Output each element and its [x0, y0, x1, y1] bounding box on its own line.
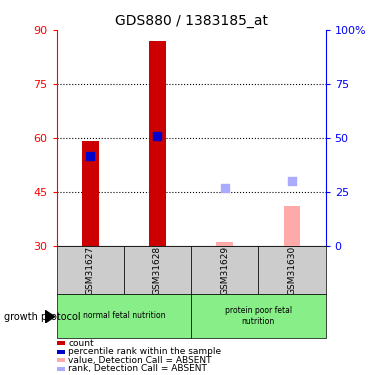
Bar	[191, 294, 326, 338]
Bar	[57, 246, 124, 294]
Text: normal fetal nutrition: normal fetal nutrition	[83, 311, 165, 320]
Bar	[57, 294, 191, 338]
Bar	[284, 206, 300, 246]
Bar	[57, 367, 65, 371]
Bar	[124, 246, 191, 294]
Bar	[57, 341, 65, 345]
Bar	[216, 242, 233, 246]
Bar	[149, 41, 166, 246]
Text: GSM31628: GSM31628	[153, 246, 162, 295]
Bar	[57, 358, 65, 362]
Title: GDS880 / 1383185_at: GDS880 / 1383185_at	[115, 13, 268, 28]
Text: GSM31630: GSM31630	[287, 245, 296, 295]
Text: rank, Detection Call = ABSENT: rank, Detection Call = ABSENT	[68, 364, 207, 373]
Point	[289, 178, 295, 184]
Text: percentile rank within the sample: percentile rank within the sample	[68, 347, 221, 356]
Point	[154, 133, 161, 139]
Text: value, Detection Call = ABSENT: value, Detection Call = ABSENT	[68, 356, 211, 365]
Text: GSM31629: GSM31629	[220, 246, 229, 295]
Point	[222, 185, 228, 191]
Bar	[191, 246, 258, 294]
Text: protein poor fetal
nutrition: protein poor fetal nutrition	[225, 306, 292, 326]
Text: count: count	[68, 339, 94, 348]
Point	[87, 153, 93, 159]
Bar	[82, 141, 99, 246]
Polygon shape	[45, 310, 55, 323]
Bar	[258, 246, 326, 294]
Text: GSM31627: GSM31627	[86, 246, 95, 295]
Text: growth protocol: growth protocol	[4, 312, 80, 322]
Bar	[57, 350, 65, 354]
